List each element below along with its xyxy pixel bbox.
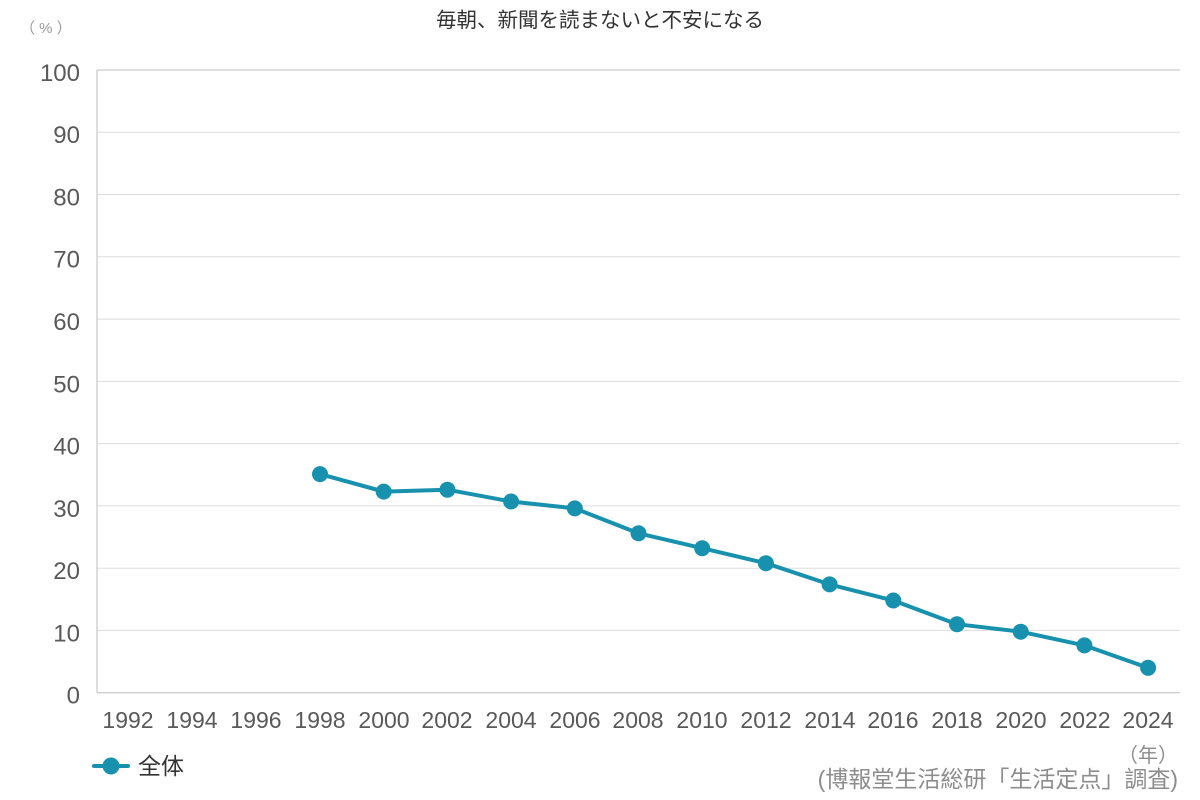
svg-text:2018: 2018 (931, 707, 982, 733)
svg-text:2000: 2000 (358, 707, 409, 733)
svg-text:1994: 1994 (166, 707, 217, 733)
svg-text:20: 20 (53, 558, 80, 585)
svg-text:70: 70 (53, 247, 80, 274)
svg-text:100: 100 (40, 60, 80, 87)
svg-text:2004: 2004 (485, 707, 536, 733)
svg-text:2024: 2024 (1122, 707, 1173, 733)
svg-text:90: 90 (53, 122, 80, 149)
svg-text:50: 50 (53, 371, 80, 398)
svg-text:60: 60 (53, 309, 80, 336)
svg-text:全体: 全体 (138, 753, 184, 779)
svg-text:2002: 2002 (421, 707, 472, 733)
svg-text:2008: 2008 (612, 707, 663, 733)
svg-text:（年）: （年） (1118, 744, 1178, 767)
svg-text:10: 10 (53, 620, 80, 647)
svg-text:0: 0 (67, 683, 80, 710)
svg-text:2020: 2020 (995, 707, 1046, 733)
svg-text:2006: 2006 (549, 707, 600, 733)
svg-text:2014: 2014 (804, 707, 855, 733)
svg-text:2010: 2010 (676, 707, 727, 733)
svg-text:1998: 1998 (294, 707, 345, 733)
svg-text:（ % ）: （ % ） (20, 20, 72, 37)
svg-text:2022: 2022 (1059, 707, 1110, 733)
svg-text:2012: 2012 (740, 707, 791, 733)
svg-text:30: 30 (53, 496, 80, 523)
svg-text:80: 80 (53, 184, 80, 211)
svg-text:1992: 1992 (102, 707, 153, 733)
svg-text:2016: 2016 (867, 707, 918, 733)
svg-text:毎朝、新聞を読まないと不安になる: 毎朝、新聞を読まないと不安になる (436, 9, 764, 32)
svg-text:1996: 1996 (230, 707, 281, 733)
svg-text:40: 40 (53, 434, 80, 461)
svg-text:(博報堂生活総研「生活定点」調査): (博報堂生活総研「生活定点」調査) (818, 766, 1178, 792)
